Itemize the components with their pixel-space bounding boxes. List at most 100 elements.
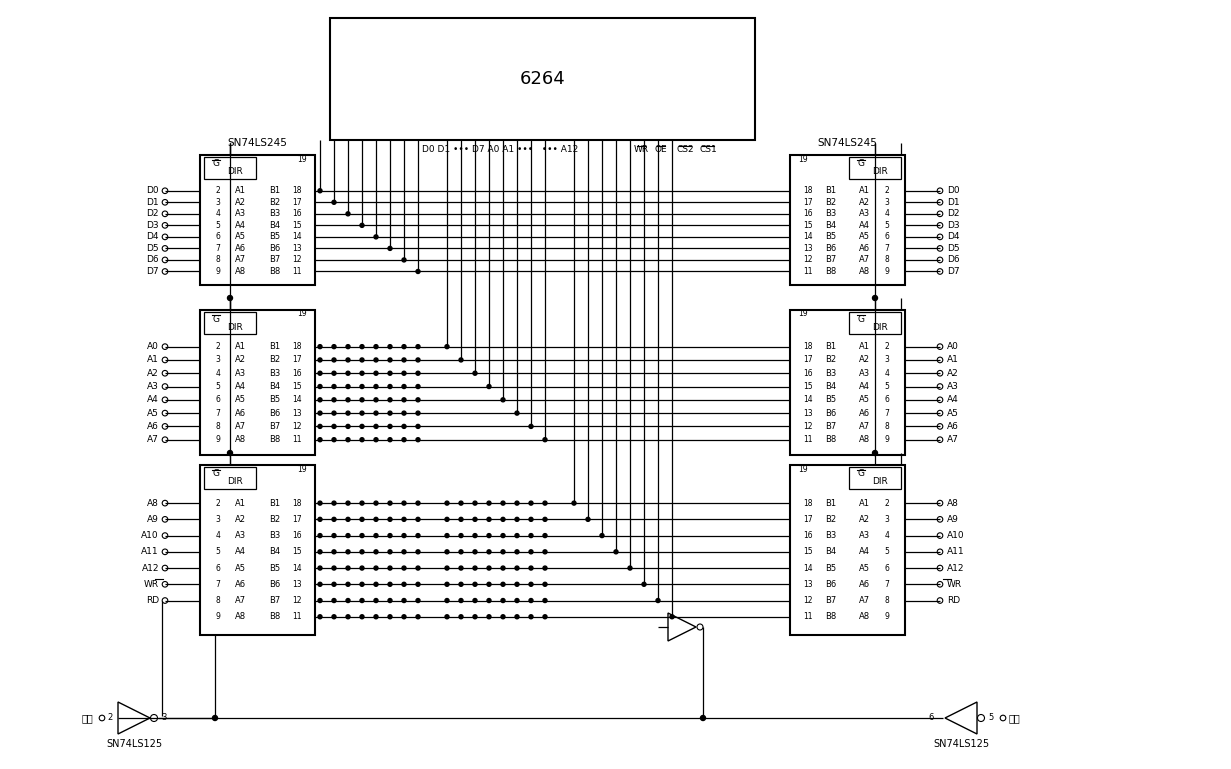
Text: D4: D4 bbox=[146, 232, 159, 241]
Circle shape bbox=[228, 451, 233, 455]
Circle shape bbox=[318, 438, 323, 441]
Text: B5: B5 bbox=[268, 232, 279, 241]
Text: WR: WR bbox=[144, 580, 159, 589]
Circle shape bbox=[473, 582, 476, 586]
Circle shape bbox=[487, 614, 491, 619]
Text: 15: 15 bbox=[292, 221, 302, 230]
Text: 13: 13 bbox=[292, 244, 302, 253]
Circle shape bbox=[388, 501, 391, 505]
Circle shape bbox=[473, 534, 476, 538]
Circle shape bbox=[444, 550, 449, 554]
Text: WR: WR bbox=[947, 580, 963, 589]
Text: 12: 12 bbox=[804, 596, 812, 605]
Text: B5: B5 bbox=[268, 564, 279, 573]
Text: 4: 4 bbox=[885, 531, 890, 540]
Circle shape bbox=[318, 358, 323, 362]
Circle shape bbox=[515, 534, 519, 538]
Text: DIR: DIR bbox=[872, 168, 888, 177]
Text: 5: 5 bbox=[885, 221, 890, 230]
Text: 4: 4 bbox=[885, 209, 890, 218]
Text: A6: A6 bbox=[235, 408, 246, 418]
Text: 4: 4 bbox=[215, 531, 220, 540]
Text: 14: 14 bbox=[803, 395, 812, 404]
Text: A1: A1 bbox=[947, 355, 959, 365]
Text: 4: 4 bbox=[215, 209, 220, 218]
Text: A5: A5 bbox=[235, 232, 246, 241]
Text: B1: B1 bbox=[268, 186, 279, 195]
Text: A0: A0 bbox=[148, 342, 159, 351]
Text: B3: B3 bbox=[268, 531, 279, 540]
Circle shape bbox=[515, 614, 519, 619]
Text: A5: A5 bbox=[859, 395, 870, 404]
Text: 2: 2 bbox=[215, 342, 220, 351]
Circle shape bbox=[628, 566, 632, 570]
Circle shape bbox=[515, 582, 519, 586]
Text: 6: 6 bbox=[928, 714, 933, 723]
Text: B5: B5 bbox=[825, 395, 836, 404]
Circle shape bbox=[318, 384, 323, 388]
Text: A4: A4 bbox=[859, 221, 870, 230]
Circle shape bbox=[388, 438, 391, 441]
Text: 5: 5 bbox=[215, 548, 220, 556]
Text: 18: 18 bbox=[292, 186, 302, 195]
Circle shape bbox=[873, 451, 878, 455]
Circle shape bbox=[346, 371, 350, 375]
Text: B6: B6 bbox=[825, 408, 836, 418]
Circle shape bbox=[374, 384, 378, 388]
Text: 18: 18 bbox=[292, 498, 302, 508]
Bar bbox=[849, 157, 901, 179]
Circle shape bbox=[374, 550, 378, 554]
Text: A3: A3 bbox=[148, 382, 159, 391]
Circle shape bbox=[374, 582, 378, 586]
Circle shape bbox=[459, 582, 463, 586]
Text: A4: A4 bbox=[235, 548, 246, 556]
Text: 13: 13 bbox=[292, 580, 302, 589]
Text: 15: 15 bbox=[292, 382, 302, 391]
Text: A7: A7 bbox=[235, 596, 246, 605]
Text: A5: A5 bbox=[148, 408, 159, 418]
Text: 18: 18 bbox=[292, 342, 302, 351]
Bar bbox=[199, 310, 315, 455]
Circle shape bbox=[459, 501, 463, 505]
Text: 9: 9 bbox=[215, 435, 220, 444]
Circle shape bbox=[403, 345, 406, 348]
Circle shape bbox=[374, 358, 378, 362]
Text: B3: B3 bbox=[825, 368, 836, 378]
Circle shape bbox=[403, 614, 406, 619]
Circle shape bbox=[416, 384, 420, 388]
Text: D6: D6 bbox=[146, 255, 159, 265]
Circle shape bbox=[403, 566, 406, 570]
Circle shape bbox=[501, 501, 505, 505]
Circle shape bbox=[487, 518, 491, 521]
Circle shape bbox=[459, 598, 463, 603]
Text: A4: A4 bbox=[947, 395, 959, 404]
Circle shape bbox=[359, 371, 364, 375]
Circle shape bbox=[529, 501, 533, 505]
Circle shape bbox=[374, 398, 378, 402]
Circle shape bbox=[529, 566, 533, 570]
Text: A7: A7 bbox=[859, 422, 870, 431]
Circle shape bbox=[487, 384, 491, 388]
Circle shape bbox=[388, 371, 391, 375]
Text: B3: B3 bbox=[268, 368, 279, 378]
Circle shape bbox=[501, 550, 505, 554]
Circle shape bbox=[346, 566, 350, 570]
Text: 11: 11 bbox=[804, 612, 812, 621]
Text: 3: 3 bbox=[215, 198, 220, 207]
Circle shape bbox=[388, 550, 391, 554]
Circle shape bbox=[403, 438, 406, 441]
Circle shape bbox=[543, 566, 547, 570]
Circle shape bbox=[487, 566, 491, 570]
Text: 17: 17 bbox=[292, 515, 302, 524]
Text: B7: B7 bbox=[825, 422, 836, 431]
Text: 5: 5 bbox=[215, 221, 220, 230]
Text: 5: 5 bbox=[885, 548, 890, 556]
Circle shape bbox=[359, 345, 364, 348]
Bar bbox=[330, 18, 755, 140]
Circle shape bbox=[416, 358, 420, 362]
Circle shape bbox=[388, 566, 391, 570]
Text: 14: 14 bbox=[292, 395, 302, 404]
Text: B3: B3 bbox=[825, 209, 836, 218]
Text: 5: 5 bbox=[215, 382, 220, 391]
Circle shape bbox=[529, 614, 533, 619]
